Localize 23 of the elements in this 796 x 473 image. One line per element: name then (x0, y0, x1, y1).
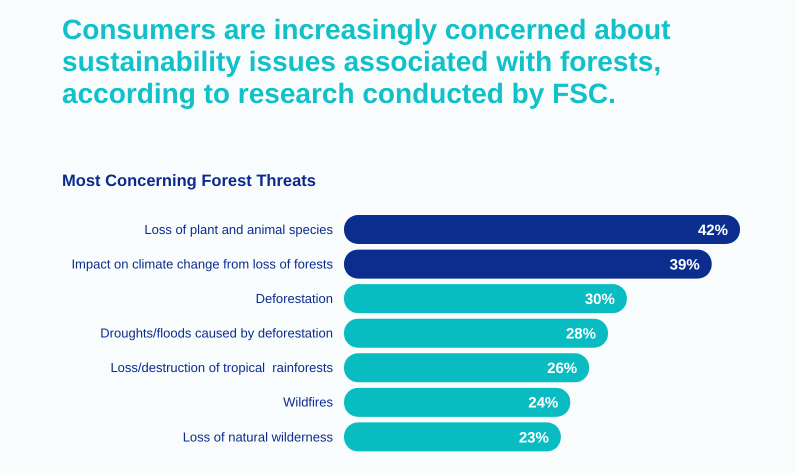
bar (344, 284, 627, 314)
text: Most Concerning Forest Threats (62, 172, 316, 191)
data-label: 24% (528, 394, 558, 412)
bar (344, 353, 590, 382)
y-tick-label: Loss/destruction of tropical rainforests (110, 360, 334, 376)
y-tick-label: Impact on climate change from loss of forests (71, 256, 334, 272)
y-tick-label: Loss of natural wilderness (182, 429, 334, 444)
bar (344, 388, 570, 417)
data-label: 39% (670, 256, 700, 274)
y-tick-label: Droughts/floods caused by deforestation (100, 326, 333, 341)
y-tick-label: Wildfires (283, 394, 334, 410)
data-label: 28% (566, 326, 596, 343)
bar (344, 250, 712, 279)
bar (344, 422, 561, 452)
bar (344, 318, 608, 348)
data-label: 30% (584, 290, 615, 308)
data-label: 42% (698, 222, 728, 239)
data-label: 26% (547, 360, 578, 378)
chart-title: Consumers are increasingly concerned about sustainability issues associated with forests, according to research conducted by FSC. (62, 14, 672, 110)
data-label: 23% (518, 429, 549, 446)
y-tick-label: Deforestation (256, 290, 333, 306)
bar (344, 215, 740, 244)
y-tick-label: Loss of plant and animal species (144, 222, 334, 237)
